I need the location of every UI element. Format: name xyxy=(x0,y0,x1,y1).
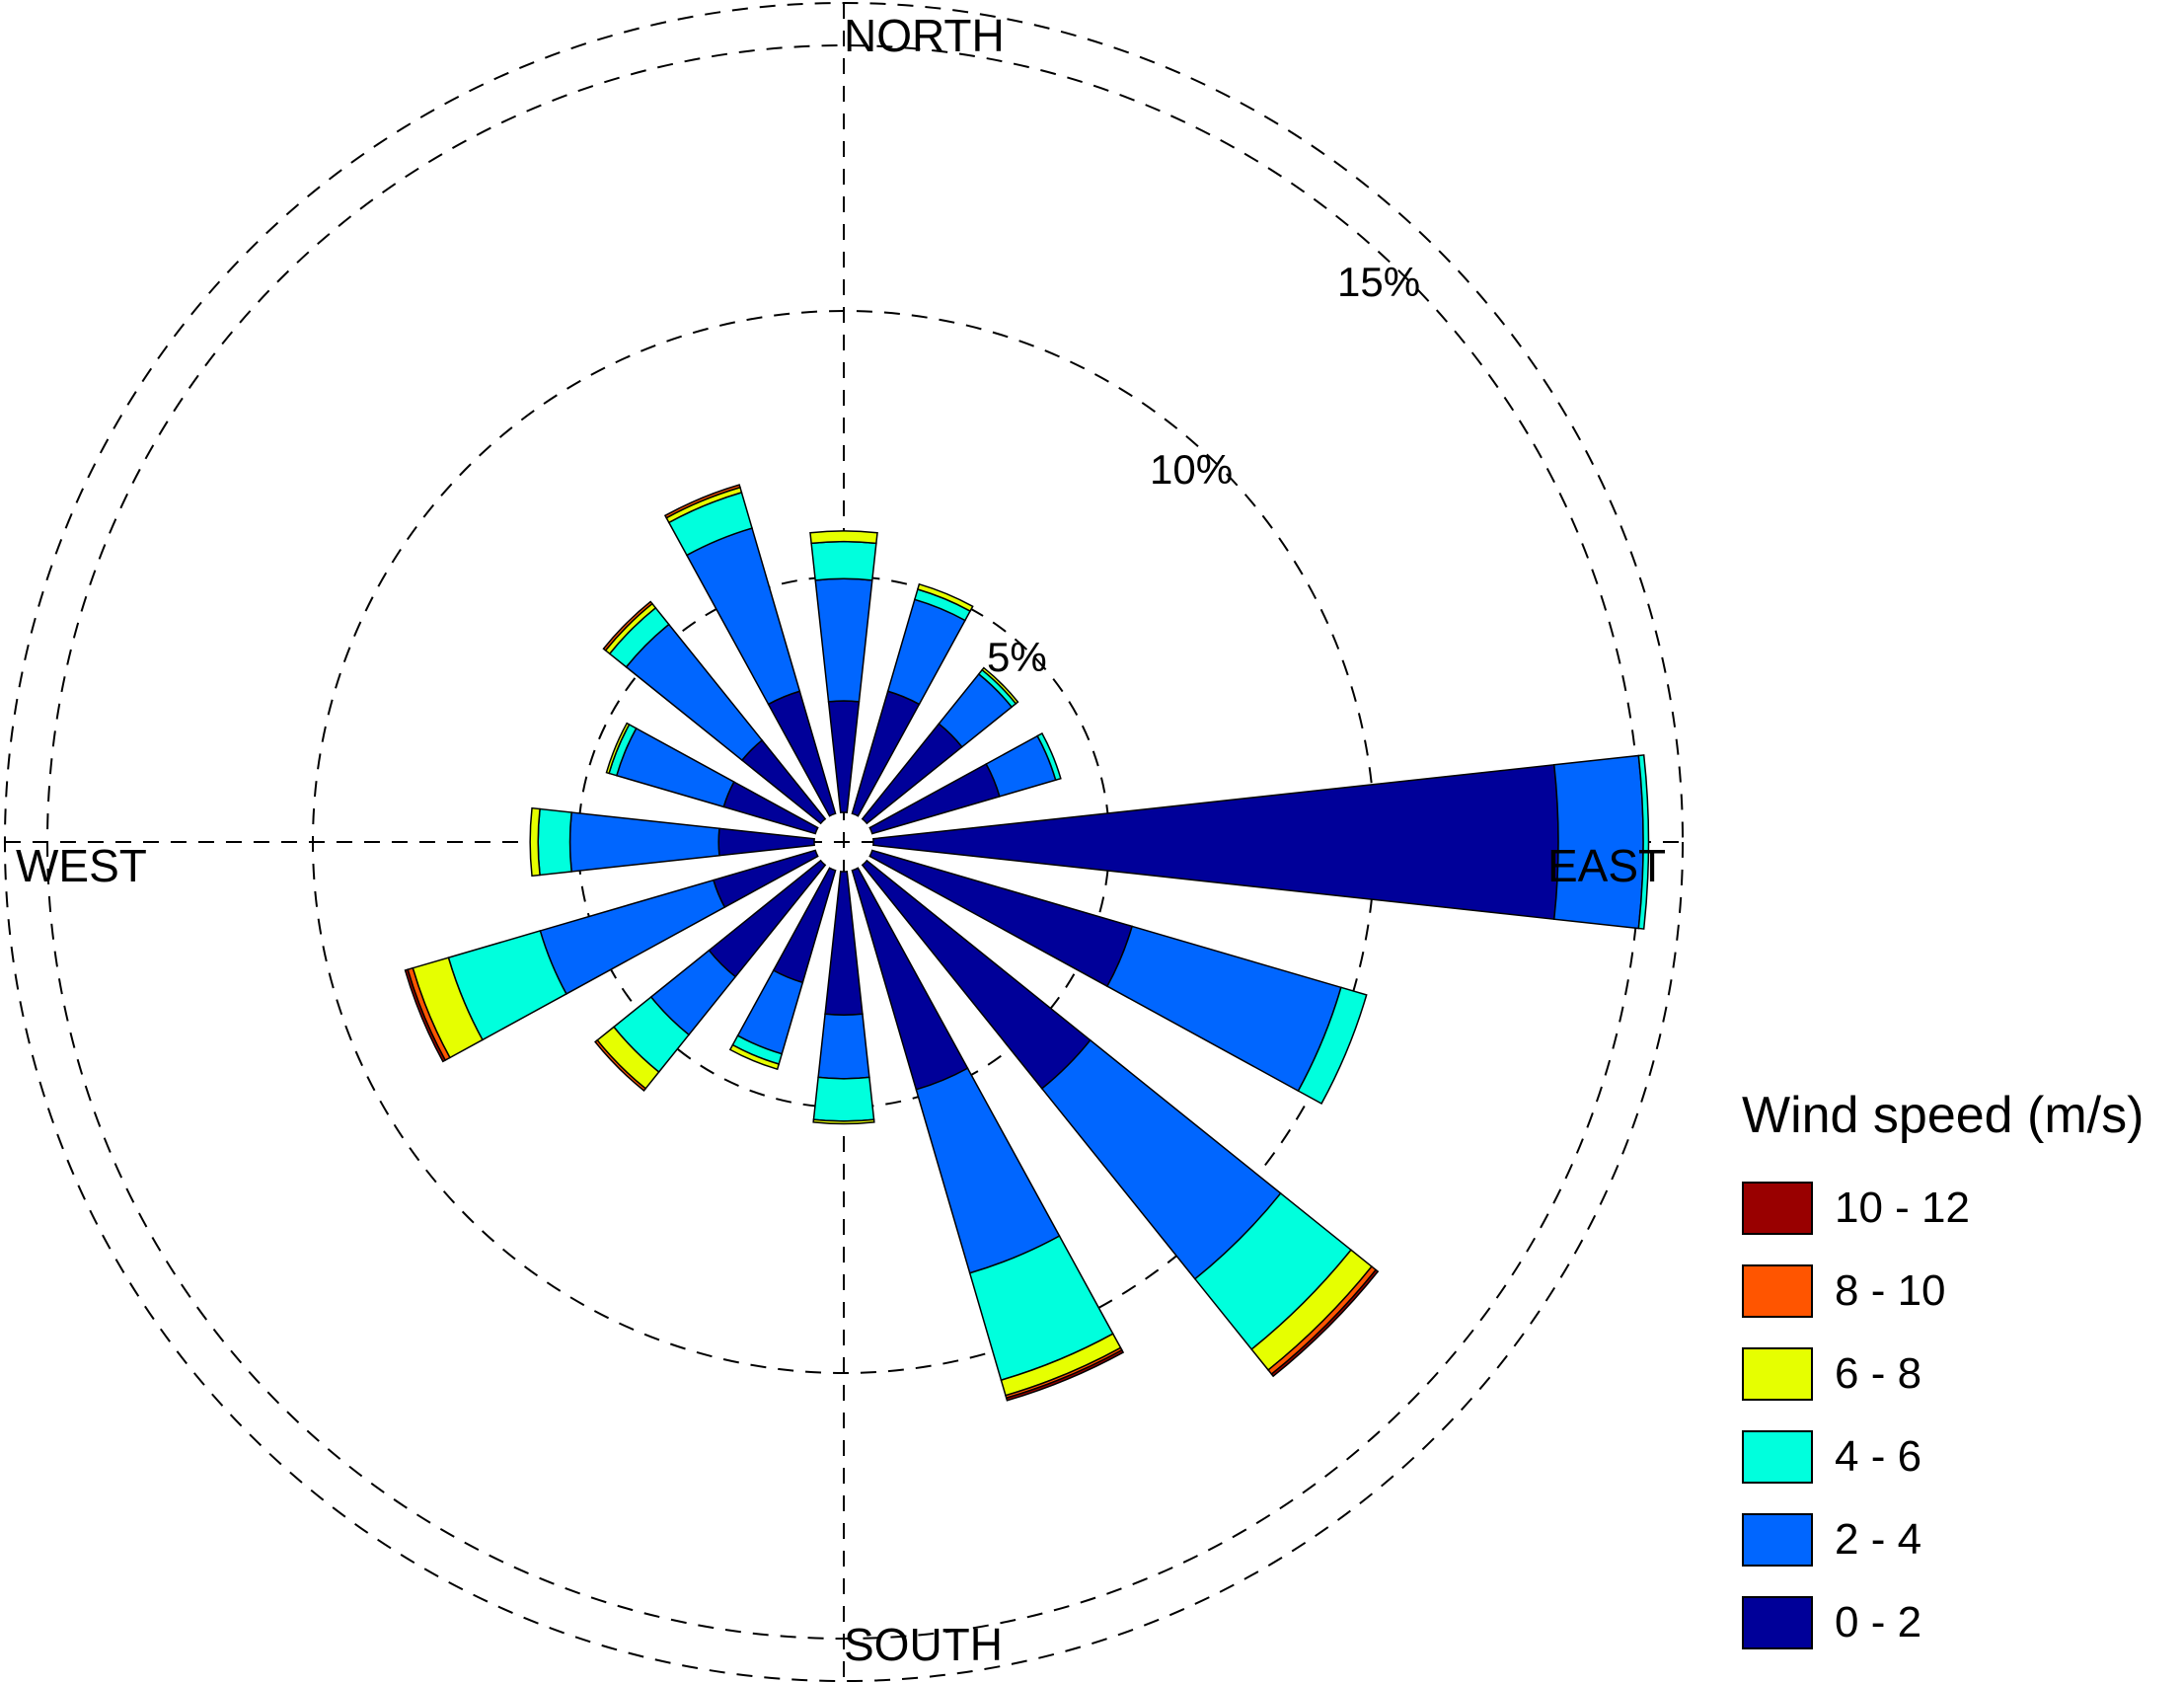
legend-title: Wind speed (m/s) xyxy=(1742,1086,2144,1145)
legend-label: 8 - 10 xyxy=(1835,1266,1946,1316)
ring-label-15: 15% xyxy=(1337,259,1420,305)
rose-petals xyxy=(406,485,1649,1401)
legend-item-2-4: 2 - 4 xyxy=(1742,1498,2144,1581)
legend-swatch xyxy=(1742,1264,1813,1318)
petal-segment-270-bin-2 xyxy=(538,809,571,876)
petal-segment-0-bin-3 xyxy=(810,531,877,544)
petal-segment-0-bin-2 xyxy=(811,542,876,580)
legend-swatch xyxy=(1742,1596,1813,1649)
ring-label-10: 10% xyxy=(1150,446,1233,493)
legend-swatch xyxy=(1742,1430,1813,1484)
legend-item-6-8: 6 - 8 xyxy=(1742,1333,2144,1415)
petal-segment-0-bin-1 xyxy=(815,578,872,702)
petal-segment-180-bin-1 xyxy=(818,1014,869,1079)
legend-item-4-6: 4 - 6 xyxy=(1742,1415,2144,1498)
legend: Wind speed (m/s) 10 - 12 8 - 10 6 - 8 4 … xyxy=(1742,1086,2144,1664)
east-label: EAST xyxy=(1547,840,1666,891)
petal-segment-180-bin-0 xyxy=(825,872,863,1015)
petal-segment-112.5-bin-1 xyxy=(1107,926,1341,1091)
north-label: NORTH xyxy=(844,10,1005,61)
legend-swatch xyxy=(1742,1182,1813,1235)
legend-label: 4 - 6 xyxy=(1835,1432,1921,1482)
petal-segment-0-bin-0 xyxy=(829,701,860,812)
ring-label-5: 5% xyxy=(987,634,1047,680)
legend-item-10-12: 10 - 12 xyxy=(1742,1167,2144,1250)
petal-segment-157.5-bin-1 xyxy=(916,1068,1059,1272)
petal-segment-180-bin-2 xyxy=(813,1077,873,1120)
legend-label: 10 - 12 xyxy=(1835,1184,1970,1233)
legend-label: 2 - 4 xyxy=(1835,1515,1921,1565)
legend-swatch xyxy=(1742,1347,1813,1401)
petal-segment-270-bin-1 xyxy=(570,812,719,872)
petal-segment-270-bin-3 xyxy=(530,808,540,877)
legend-swatch xyxy=(1742,1513,1813,1567)
legend-item-0-2: 0 - 2 xyxy=(1742,1581,2144,1664)
legend-label: 0 - 2 xyxy=(1835,1598,1921,1647)
petal-segment-270-bin-0 xyxy=(718,828,814,855)
south-label: SOUTH xyxy=(844,1619,1003,1670)
legend-label: 6 - 8 xyxy=(1835,1349,1921,1399)
legend-item-8-10: 8 - 10 xyxy=(1742,1250,2144,1333)
west-label: WEST xyxy=(16,840,147,891)
